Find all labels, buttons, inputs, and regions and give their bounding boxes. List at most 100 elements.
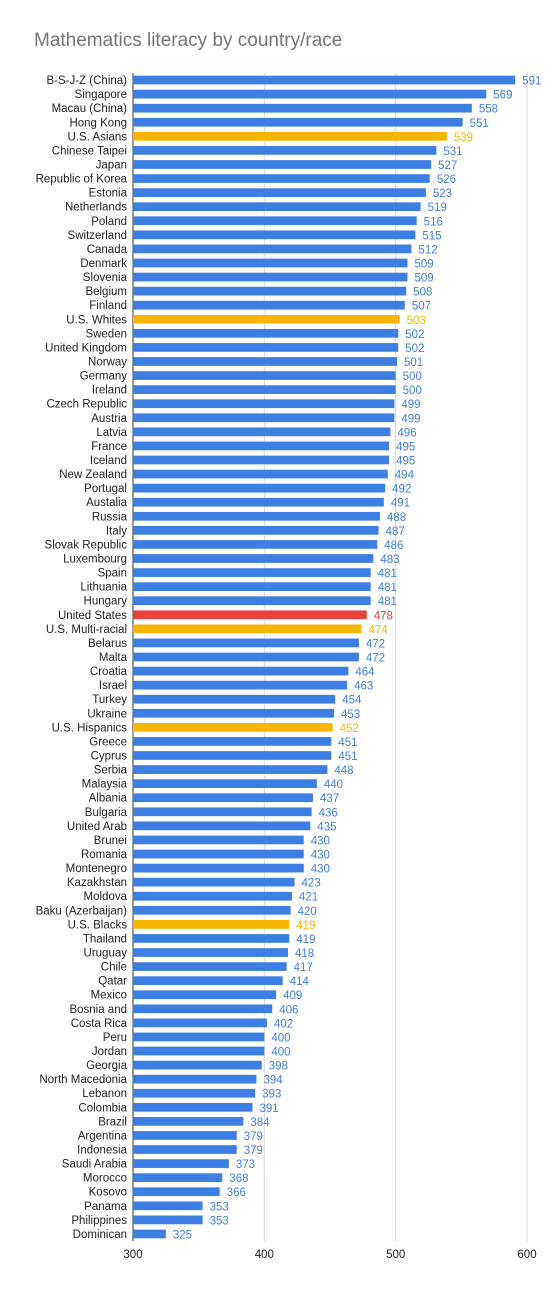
category-label: Philippines bbox=[71, 1215, 127, 1227]
data-label: 430 bbox=[311, 850, 330, 862]
data-label: 430 bbox=[311, 835, 330, 847]
bar bbox=[133, 582, 371, 592]
category-label: Slovak Republic bbox=[45, 539, 128, 551]
data-label: 400 bbox=[271, 1032, 290, 1044]
bar bbox=[133, 624, 362, 634]
bar bbox=[133, 511, 380, 521]
category-label: Latvia bbox=[96, 427, 127, 439]
bar bbox=[133, 737, 332, 746]
data-label: 414 bbox=[290, 976, 310, 988]
data-label: 366 bbox=[227, 1187, 246, 1199]
bar bbox=[133, 441, 390, 451]
data-label: 325 bbox=[173, 1229, 192, 1241]
bar bbox=[133, 680, 348, 690]
bar bbox=[133, 540, 378, 549]
category-label: Hong Kong bbox=[69, 117, 127, 129]
bar bbox=[133, 568, 371, 577]
data-label: 406 bbox=[279, 1004, 298, 1016]
data-label: 487 bbox=[386, 526, 405, 538]
bar bbox=[133, 160, 432, 169]
bar bbox=[133, 934, 290, 943]
category-label: Singapore bbox=[75, 89, 127, 101]
bar bbox=[133, 1159, 229, 1168]
category-label: Malaysia bbox=[82, 779, 128, 791]
data-label: 417 bbox=[294, 962, 313, 974]
category-label: United States bbox=[58, 610, 127, 622]
bar bbox=[133, 202, 421, 212]
bar bbox=[133, 1004, 273, 1014]
chart-title: Mathematics literacy by country/race bbox=[34, 30, 343, 51]
category-label: Belgium bbox=[85, 286, 127, 298]
data-label: 430 bbox=[311, 864, 330, 876]
bar bbox=[133, 652, 359, 662]
data-label: 464 bbox=[355, 667, 375, 679]
category-label: Russia bbox=[92, 511, 128, 523]
category-label: U.S. Multi-racial bbox=[46, 624, 127, 636]
category-label: Chile bbox=[101, 962, 127, 974]
data-label: 509 bbox=[414, 258, 433, 270]
category-label: Poland bbox=[91, 216, 127, 228]
bar bbox=[133, 497, 384, 507]
data-label: 398 bbox=[269, 1061, 288, 1073]
bar bbox=[133, 863, 304, 873]
data-label: 379 bbox=[244, 1131, 263, 1143]
category-label: Cyprus bbox=[91, 751, 128, 763]
bar bbox=[133, 399, 395, 409]
bar bbox=[133, 1074, 257, 1084]
category-label: Austalia bbox=[86, 497, 128, 509]
data-label: 481 bbox=[378, 596, 397, 608]
data-label: 495 bbox=[396, 441, 415, 453]
data-label: 591 bbox=[522, 76, 541, 88]
category-label: Republic of Korea bbox=[36, 174, 128, 186]
category-label: Uruguay bbox=[84, 948, 128, 960]
category-label: Bosnia and bbox=[69, 1004, 127, 1016]
category-label: Costa Rica bbox=[71, 1018, 128, 1030]
data-label: 491 bbox=[391, 498, 410, 510]
bar bbox=[133, 779, 317, 789]
bar bbox=[133, 1229, 166, 1239]
data-label: 507 bbox=[412, 301, 431, 313]
bar bbox=[133, 1102, 253, 1112]
bar bbox=[133, 1088, 256, 1098]
category-label: Italy bbox=[106, 525, 127, 537]
category-label: Norway bbox=[88, 356, 127, 368]
data-label: 448 bbox=[334, 765, 353, 777]
bar bbox=[133, 385, 396, 394]
data-label: 409 bbox=[283, 990, 302, 1002]
data-label: 501 bbox=[404, 357, 423, 369]
bar bbox=[133, 807, 312, 817]
data-label: 379 bbox=[244, 1145, 263, 1157]
category-label: Germany bbox=[80, 371, 128, 383]
data-label: 451 bbox=[338, 737, 357, 749]
data-label: 463 bbox=[354, 681, 373, 693]
category-label: Iceland bbox=[90, 455, 127, 467]
category-label: Albania bbox=[89, 793, 128, 805]
category-label: Morocco bbox=[83, 1173, 127, 1185]
x-axis: 300 400 500 600 bbox=[123, 1249, 536, 1261]
data-label: 402 bbox=[274, 1018, 293, 1030]
category-label: Brunei bbox=[94, 835, 127, 847]
bar bbox=[133, 75, 516, 85]
category-label: Japan bbox=[96, 159, 127, 171]
data-label: 502 bbox=[405, 343, 424, 355]
data-label: 509 bbox=[414, 273, 433, 285]
data-label: 515 bbox=[422, 230, 441, 242]
bar bbox=[133, 708, 334, 718]
bar bbox=[133, 131, 447, 141]
data-label: 526 bbox=[437, 174, 456, 186]
bar-layer bbox=[133, 75, 516, 1239]
category-label: Brazil bbox=[98, 1116, 127, 1128]
data-label: 503 bbox=[407, 315, 426, 327]
bar bbox=[133, 89, 487, 99]
data-label: 368 bbox=[229, 1173, 248, 1185]
data-label: 481 bbox=[378, 582, 397, 594]
x-tick-label: 300 bbox=[123, 1249, 142, 1261]
data-label: 400 bbox=[271, 1047, 290, 1059]
category-label: Saudi Arabia bbox=[62, 1159, 128, 1171]
data-label: 393 bbox=[262, 1089, 281, 1101]
bar bbox=[133, 976, 283, 986]
data-label: 499 bbox=[401, 399, 420, 411]
category-label: Kosovo bbox=[89, 1187, 127, 1199]
category-label: Thailand bbox=[83, 933, 127, 945]
category-label: Portugal bbox=[84, 483, 127, 495]
